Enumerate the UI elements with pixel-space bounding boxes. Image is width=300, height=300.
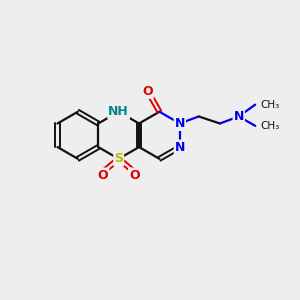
Text: O: O (129, 169, 140, 182)
Text: O: O (98, 169, 108, 182)
Text: N: N (175, 141, 185, 154)
Text: CH₃: CH₃ (260, 100, 280, 110)
Text: O: O (142, 85, 153, 98)
Text: NH: NH (108, 105, 129, 118)
Text: S: S (114, 152, 123, 165)
Text: N: N (234, 110, 244, 123)
Text: CH₃: CH₃ (260, 121, 280, 131)
Text: N: N (175, 117, 185, 130)
